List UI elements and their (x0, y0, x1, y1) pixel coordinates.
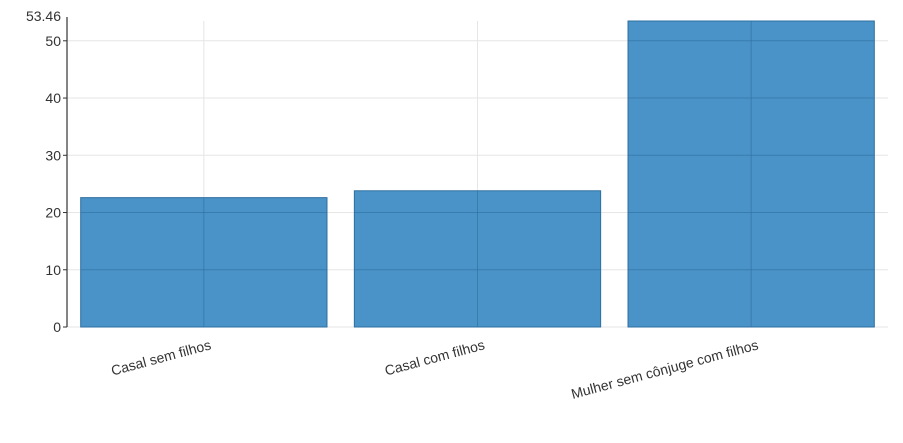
x-tick-label: Casal sem filhos (109, 336, 212, 378)
y-axis-max-label: 53.46 (26, 8, 61, 24)
bars (80, 20, 875, 328)
x-tick-label: Casal com filhos (383, 336, 486, 378)
y-tick-label: 20 (45, 205, 61, 221)
x-tick-label: Mulher sem cônjuge com filhos (569, 336, 760, 401)
y-axis: 53.46 (26, 8, 68, 327)
y-tick-label: 10 (45, 262, 61, 278)
y-tick-label: 30 (45, 147, 61, 163)
y-tick-label: 0 (53, 319, 61, 335)
y-tick-labels: 0 10 20 30 40 50 (45, 33, 67, 335)
y-tick-label: 50 (45, 33, 61, 49)
x-tick-labels: Casal sem filhos Casal com filhos Mulher s… (109, 336, 760, 401)
y-tick-label: 40 (45, 90, 61, 106)
